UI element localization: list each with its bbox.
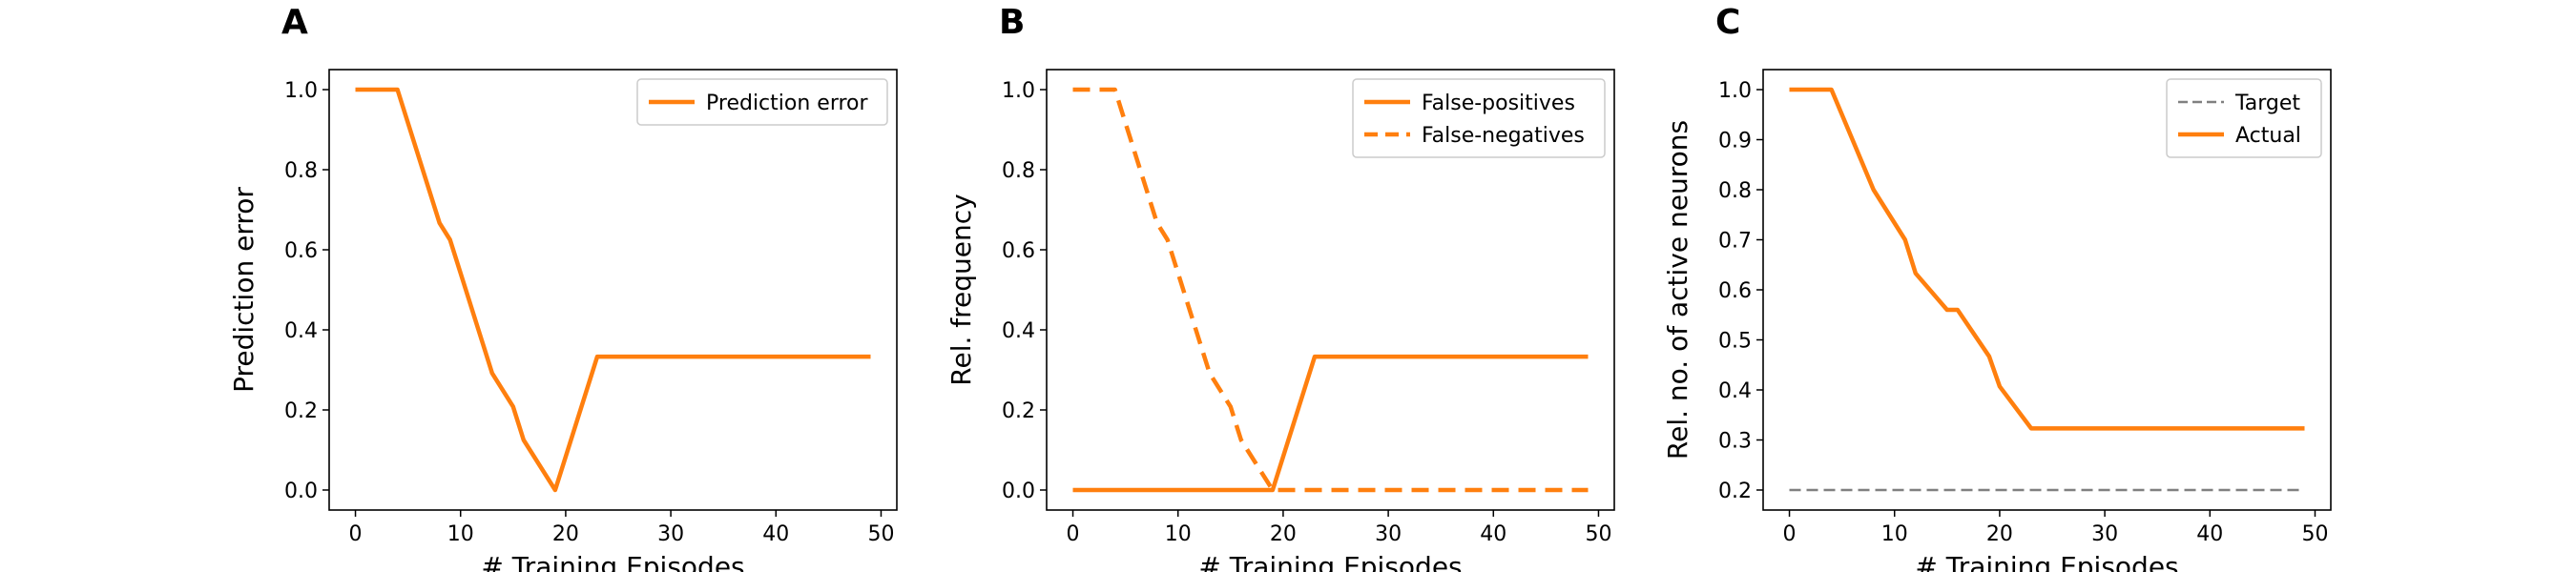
x-axis-label: # Training Episodes: [481, 551, 744, 572]
legend: Target Actual: [2166, 78, 2322, 158]
y-tick-label: 0.9: [1718, 130, 1752, 153]
y-tick-label: 0.2: [284, 399, 318, 423]
chart-panel-c: C 0 10 20 30 40 50 0.2 0.3 0.4 0.5 0.6 0.7 0.8 0.9 1.0 #…: [1662, 3, 2332, 572]
x-tick-label: 50: [2301, 522, 2328, 546]
y-tick-label: 0.2: [1002, 399, 1035, 423]
x-tick-label: 10: [1165, 522, 1192, 546]
series-line-false-positives: [1072, 354, 1589, 493]
x-tick-label: 50: [867, 522, 894, 546]
series-line-false-negatives: [1072, 87, 1589, 493]
legend-box: [1352, 78, 1606, 158]
y-tick-label: 0.6: [1718, 279, 1752, 303]
y-tick-label: 0.6: [1002, 239, 1035, 263]
y-tick-label: 0.0: [284, 480, 318, 503]
y-tick-label: 0.0: [1002, 480, 1035, 503]
panel-letter: C: [1715, 3, 1740, 42]
y-tick-label: 0.5: [1718, 330, 1752, 354]
x-tick-label: 40: [2196, 522, 2223, 546]
x-tick-label: 0: [349, 522, 363, 546]
x-tick-label: 30: [1375, 522, 1402, 546]
y-tick-label: 0.8: [1002, 159, 1035, 183]
x-tick-label: 10: [1881, 522, 1908, 546]
y-axis-label: Prediction error: [228, 187, 260, 393]
x-tick-label: 40: [762, 522, 789, 546]
y-tick-label: 0.4: [1718, 379, 1752, 403]
plot-frame: [1046, 69, 1615, 511]
y-tick-label: 0.4: [284, 319, 318, 343]
legend-box: [2166, 78, 2322, 158]
x-tick-label: 0: [1067, 522, 1080, 546]
y-tick-label: 0.8: [284, 159, 318, 183]
legend-label: Prediction error: [706, 92, 868, 115]
x-tick-label: 20: [1986, 522, 2013, 546]
x-tick-label: 20: [1270, 522, 1297, 546]
chart-panel-b: B 0 10 20 30 40 50 0.0 0.2 0.4 0.6 0.8 1.0 # Training…: [945, 3, 1615, 572]
y-tick-label: 0.2: [1718, 480, 1752, 503]
y-tick-label: 0.7: [1718, 230, 1752, 254]
legend: Prediction error: [636, 78, 888, 126]
x-tick-label: 10: [447, 522, 474, 546]
x-tick-label: 30: [657, 522, 684, 546]
y-tick-label: 0.8: [1718, 179, 1752, 203]
series-line-actual: [1789, 87, 2305, 431]
x-axis-label: # Training Episodes: [1915, 551, 2178, 572]
y-tick-label: 0.3: [1718, 430, 1752, 454]
x-tick-label: 30: [2091, 522, 2118, 546]
y-axis-label: Rel. no. of active neurons: [1662, 120, 1693, 460]
x-tick-label: 0: [1783, 522, 1797, 546]
chart-panel-a: A 0 10 20 30 40 50 0.0 0.2 0.4 0.6 0.8 1.0 # Training…: [228, 3, 898, 572]
y-tick-label: 0.4: [1002, 319, 1035, 343]
legend-label: False-positives: [1422, 92, 1575, 115]
x-tick-label: 20: [552, 522, 579, 546]
legend: False-positives False-negatives: [1352, 78, 1606, 158]
y-axis-label: Rel. frequency: [945, 194, 977, 385]
y-tick-label: 1.0: [1002, 79, 1035, 103]
legend-box: [636, 78, 888, 126]
series-line-prediction-error: [355, 87, 871, 493]
legend-label: False-negatives: [1422, 124, 1585, 148]
legend-label: Target: [2234, 92, 2300, 115]
y-tick-label: 0.6: [284, 239, 318, 263]
y-tick-label: 1.0: [284, 79, 318, 103]
plot-frame: [328, 69, 898, 511]
x-tick-label: 40: [1480, 522, 1506, 546]
x-tick-label: 50: [1585, 522, 1611, 546]
legend-label: Actual: [2235, 124, 2301, 148]
x-axis-label: # Training Episodes: [1198, 551, 1462, 572]
y-tick-label: 1.0: [1718, 79, 1752, 103]
panel-letter: B: [999, 3, 1025, 42]
panel-letter: A: [281, 3, 308, 42]
